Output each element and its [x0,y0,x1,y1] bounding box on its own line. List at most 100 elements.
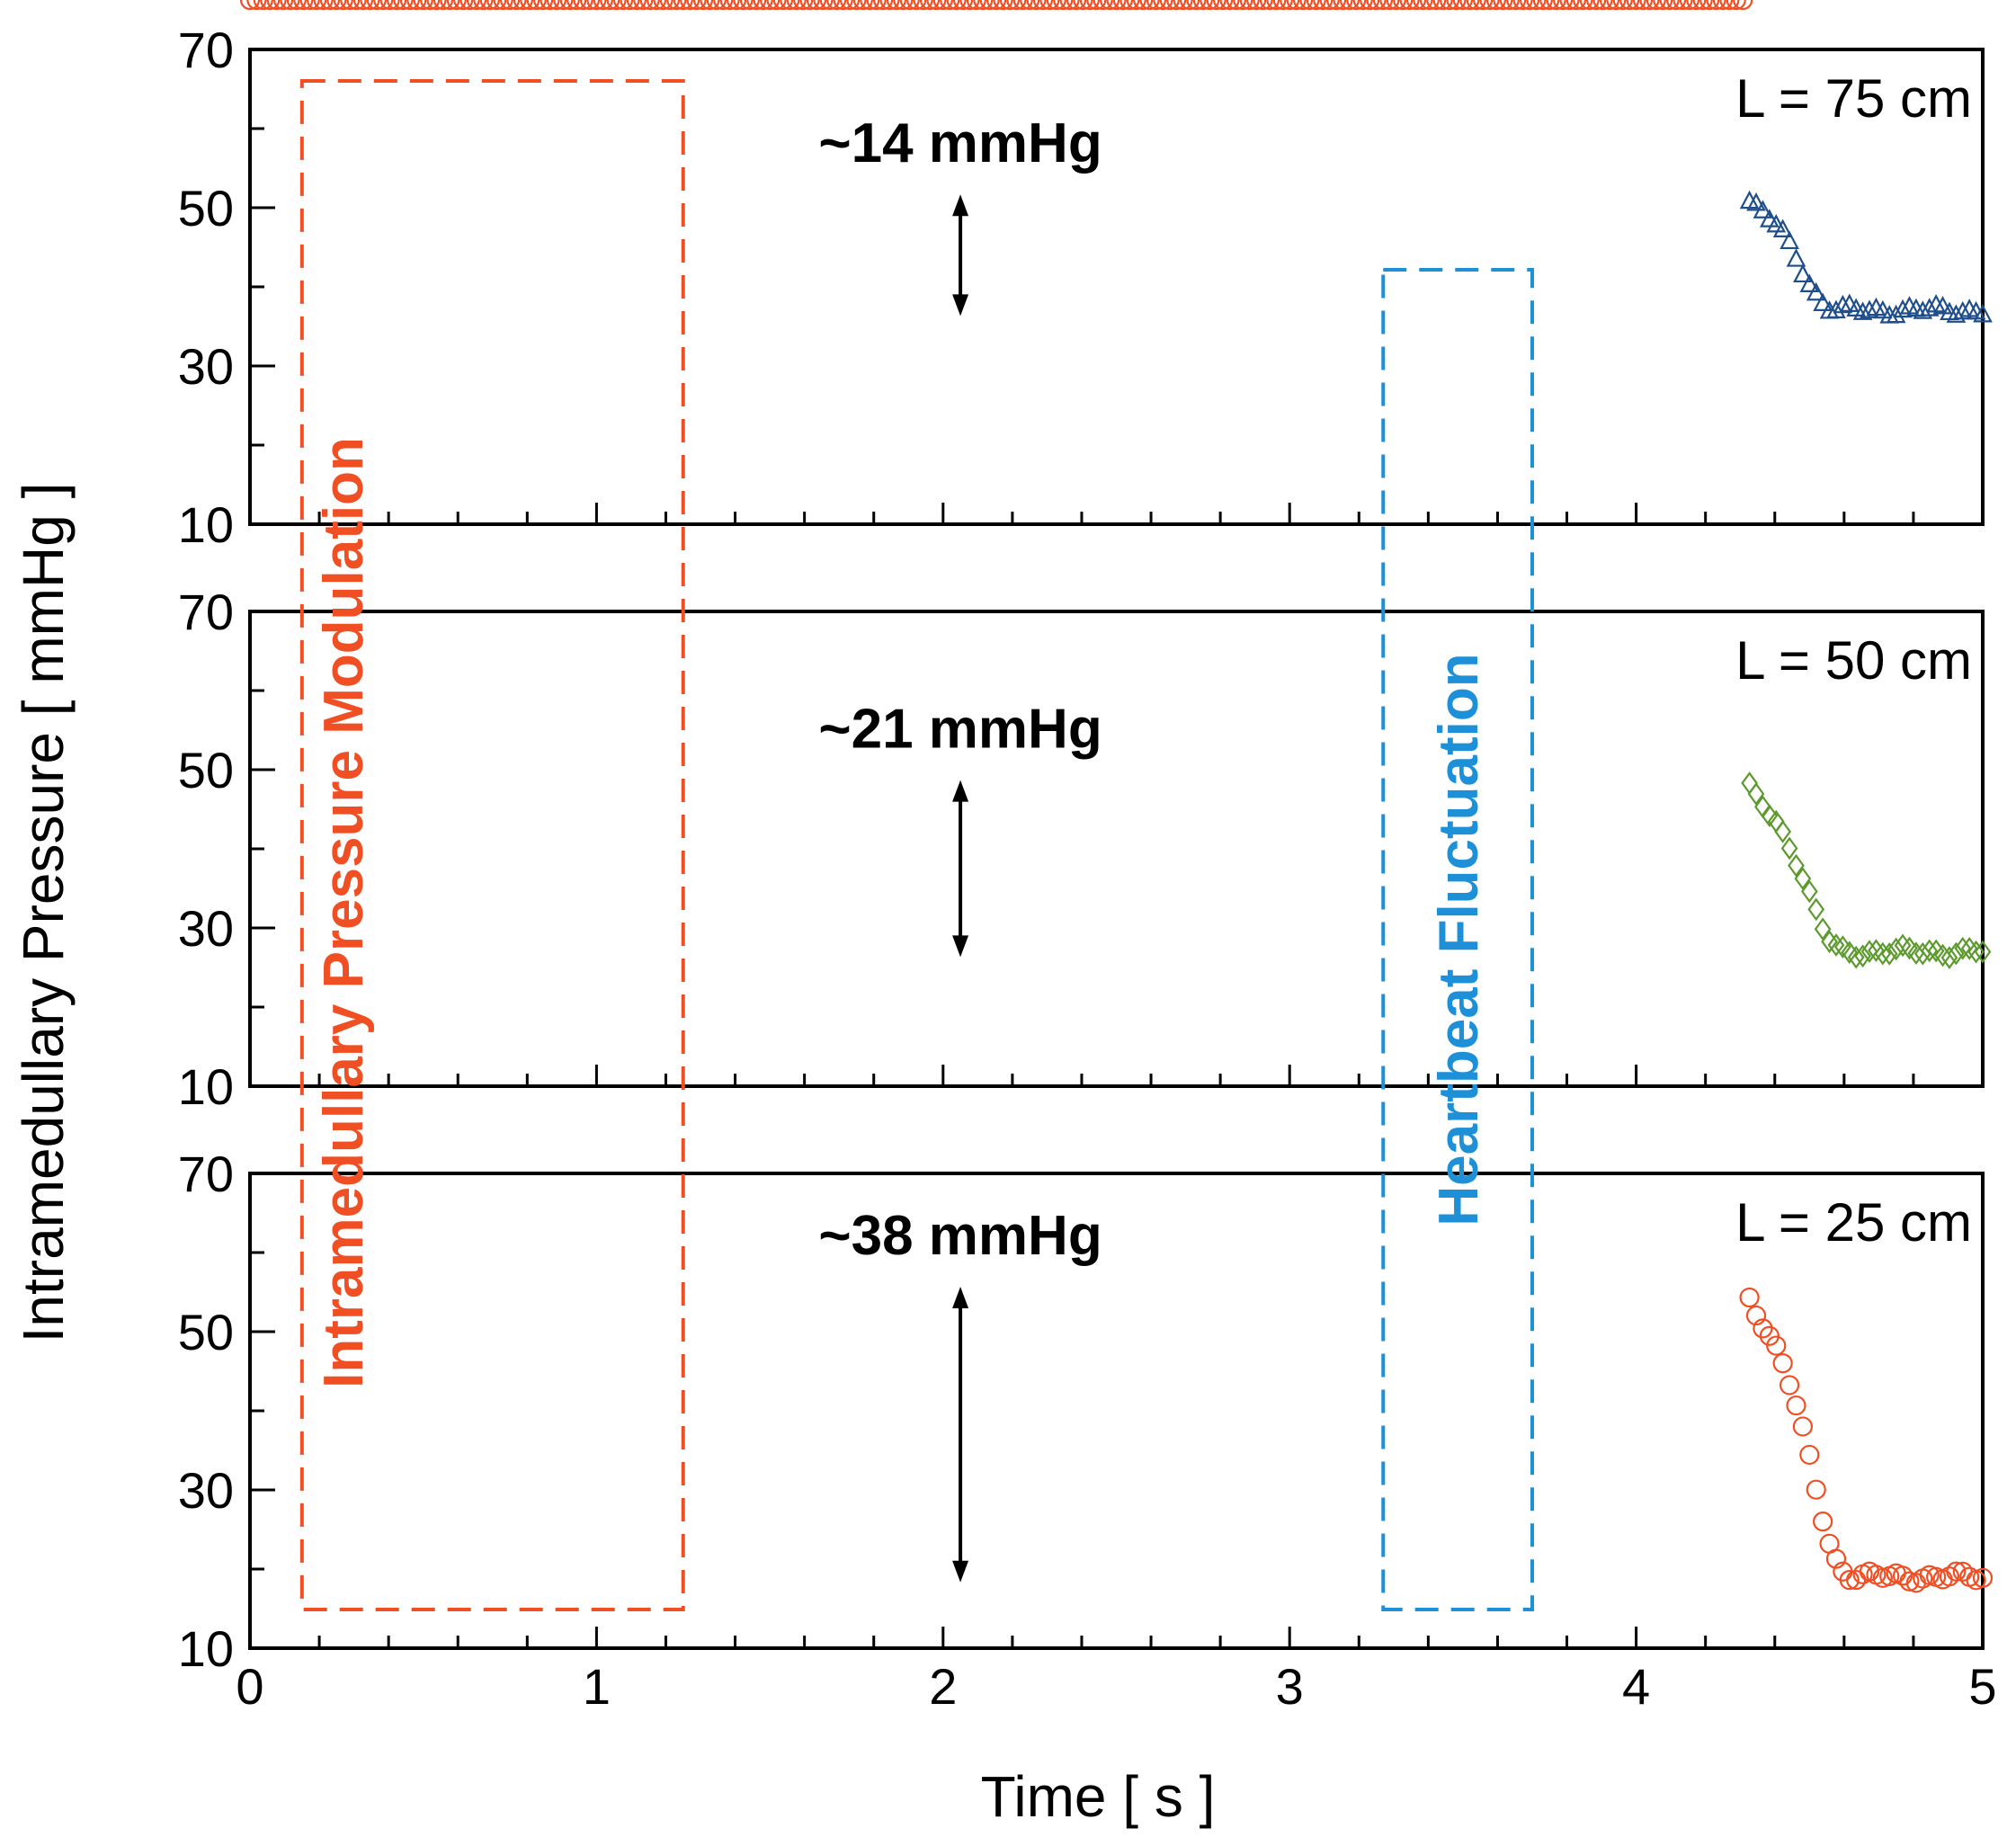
data-point [973,0,994,11]
y-tick-label: 10 [178,1058,234,1115]
data-point [1532,0,1553,11]
data-point [526,0,547,11]
data-point [546,0,567,11]
data-point [1053,0,1074,11]
data-point [833,0,853,11]
data-point [1592,0,1613,11]
data-point [1847,945,1865,969]
data-point [1726,0,1746,11]
data-point [1173,0,1193,11]
data-point [1779,1375,1800,1396]
data-point [772,0,794,11]
data-point [1780,836,1798,861]
data-point [1346,0,1367,11]
data-point [406,0,427,11]
panel-3: 10 30 50 70 L = 25 cm ~38 mmHg [178,0,1994,1677]
data-point [1306,0,1326,11]
data-point [1880,942,1898,966]
delta-label: ~21 mmHg [818,699,1102,761]
data-point [1546,0,1566,11]
data-point [1919,298,1940,317]
data-point [1253,0,1273,11]
data-point [979,0,1000,11]
data-point [1046,0,1066,11]
data-point [307,0,327,11]
data-point [540,0,560,11]
data-point [272,0,294,11]
data-point [872,0,894,11]
data-point [1692,0,1713,11]
data-point [386,0,407,11]
data-point [1146,0,1167,11]
data-point [1552,0,1574,11]
delta-arrow-head-top [952,1287,969,1308]
data-point [553,0,574,11]
data-point [1772,218,1793,237]
data-point [499,0,521,11]
data-point [513,0,533,11]
data-point [1012,0,1033,11]
data-point [1606,0,1627,11]
data-point [493,0,513,11]
data-point [1360,0,1380,11]
annotation-2: Heartbeat Fluctuation [1381,268,1534,1611]
data-point [373,0,394,11]
data-point [826,0,847,11]
data-point [1479,0,1500,11]
data-point [533,0,554,11]
data-point [633,0,654,11]
plot-frame [248,1172,1985,1650]
data-point [1446,0,1467,11]
data-point [1947,941,1965,966]
data-point [1039,0,1060,11]
length-label: L = 25 cm [1735,1192,1972,1253]
data-point [946,0,967,11]
data-point [573,0,593,11]
data-point [1759,1325,1780,1346]
data-point [1512,0,1533,11]
data-point [326,0,347,11]
data-point [1259,0,1280,11]
data-point [639,0,660,11]
data-point [1619,0,1640,11]
x-tick-label: 2 [929,1658,957,1715]
data-point [366,0,387,11]
data-point [1772,1353,1793,1374]
data-point [1493,0,1513,11]
data-point [1020,0,1040,11]
x-tick-label: 4 [1622,1658,1650,1715]
data-point [1026,0,1047,11]
data-point [999,0,1021,11]
data-point [1466,0,1486,11]
data-point [1934,943,1951,968]
data-point [1780,230,1799,250]
data-point [453,0,474,11]
data-point [1946,1561,1967,1582]
data-point [1439,0,1460,11]
data-point [1499,0,1520,11]
data-point [1526,0,1547,11]
data-point [1459,0,1480,11]
data-point [1206,0,1227,11]
data-point [1559,0,1580,11]
data-point [899,0,920,11]
data-point [1379,0,1400,11]
data-point [966,0,986,11]
data-point [926,0,947,11]
data-point [1133,0,1154,11]
data-point [486,0,507,11]
data-point [1733,0,1753,11]
data-point [1806,281,1826,301]
data-point [1426,0,1447,11]
data-point [1586,0,1607,11]
data-point [1639,0,1660,11]
data-point [1921,939,1939,963]
data-point [1506,0,1527,11]
data-point [786,0,807,11]
data-point [839,0,861,11]
data-point [1753,1318,1773,1339]
data-point [680,0,700,11]
data-point [1774,819,1792,843]
plot-frame [248,48,1985,526]
data-point [1386,0,1406,11]
